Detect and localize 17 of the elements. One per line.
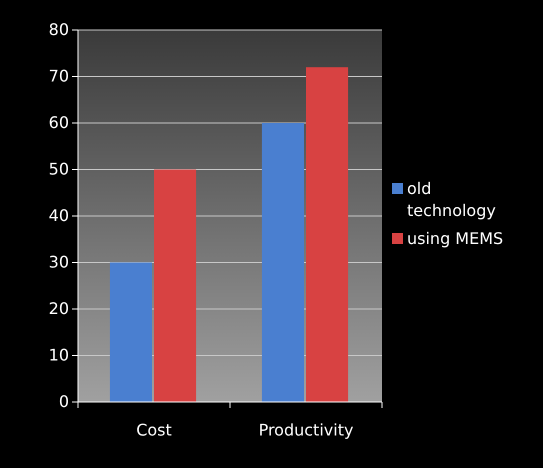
y-tick-label: 10 (48, 346, 69, 365)
legend-label: using MEMS (407, 229, 504, 248)
bar (110, 262, 152, 402)
y-tick-label: 80 (48, 20, 69, 40)
y-tick-label: 60 (48, 113, 69, 132)
legend-label: old technology (407, 179, 496, 220)
bar (306, 67, 348, 402)
y-tick-label: 50 (48, 160, 69, 179)
y-tick-label: 30 (48, 252, 69, 272)
y-tick-label: 0 (58, 392, 69, 412)
y-tick-label: 20 (48, 299, 69, 318)
y-tick-label: 40 (48, 206, 69, 226)
x-tick-label: Cost (136, 420, 172, 440)
x-tick-label: Productivity (258, 420, 354, 440)
y-tick-label: 70 (48, 66, 69, 86)
bar (262, 123, 304, 402)
bar (154, 170, 196, 402)
